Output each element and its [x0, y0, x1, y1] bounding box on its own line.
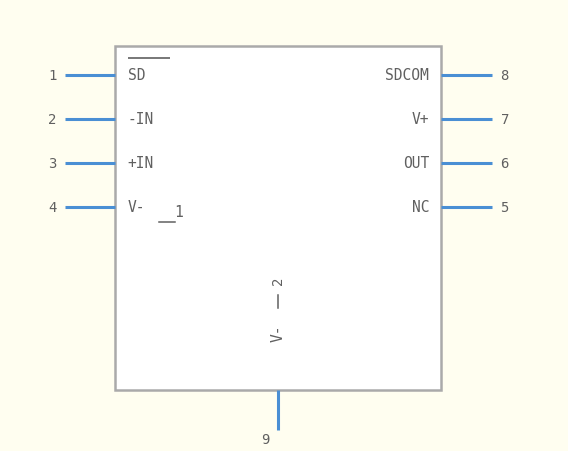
- Text: NC: NC: [412, 200, 429, 215]
- Text: -IN: -IN: [128, 112, 154, 127]
- Text: OUT: OUT: [403, 156, 429, 171]
- Text: 8: 8: [500, 69, 509, 83]
- Text: V+: V+: [412, 112, 429, 127]
- Text: 1: 1: [48, 69, 56, 83]
- Text: 2: 2: [272, 276, 285, 284]
- Text: 1: 1: [174, 204, 183, 219]
- Text: 5: 5: [500, 200, 509, 214]
- Text: V-: V-: [128, 200, 145, 215]
- Text: 2: 2: [48, 112, 56, 126]
- Text: V-: V-: [271, 324, 286, 341]
- Text: 6: 6: [500, 156, 509, 170]
- Text: SDCOM: SDCOM: [385, 68, 429, 83]
- Text: 4: 4: [48, 200, 56, 214]
- Text: 3: 3: [48, 156, 56, 170]
- Text: +IN: +IN: [128, 156, 154, 171]
- Text: 9: 9: [261, 432, 270, 446]
- Bar: [115, 47, 441, 390]
- Text: 7: 7: [500, 112, 509, 126]
- Text: SD: SD: [128, 68, 145, 83]
